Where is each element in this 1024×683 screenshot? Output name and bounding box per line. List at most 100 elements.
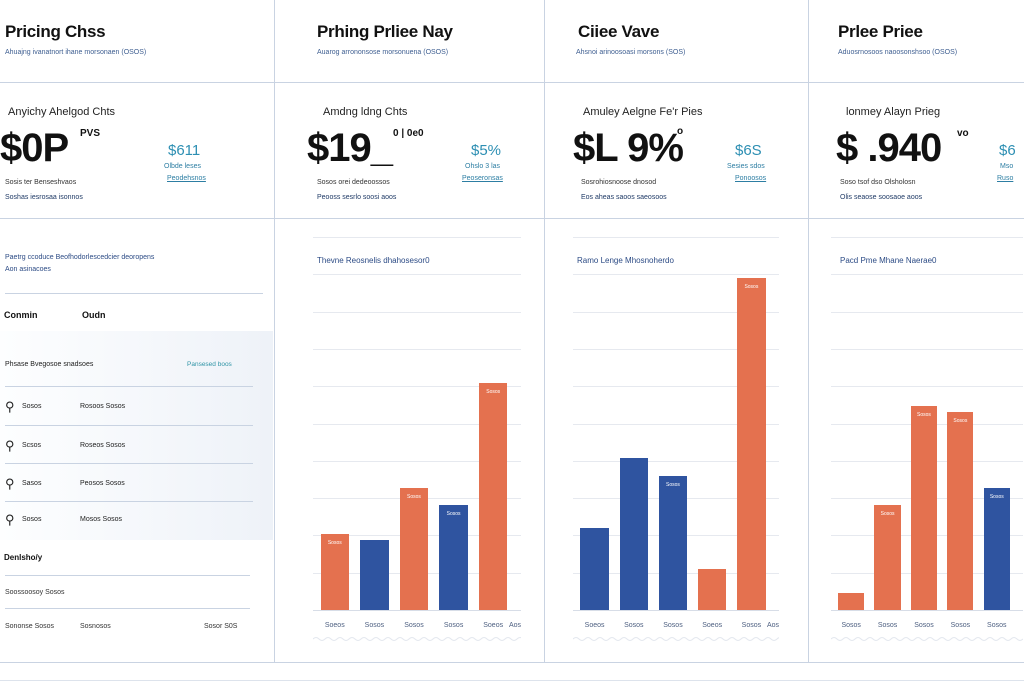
rule [5,386,253,387]
column-title: Prhing Prliee Nay [317,22,453,41]
bottom-divider [0,662,1024,663]
x-tick-label: Sosos [624,622,644,629]
bar[interactable] [874,505,901,610]
x-tick-label: Soeos [483,622,504,629]
baseline [313,610,521,611]
x-tick-label: Sosos [663,622,683,629]
bar-label: Sosos [744,283,759,290]
bar[interactable] [399,487,429,610]
row-value: Roseos Sosos [80,442,126,449]
bar-label: Sosos [880,511,895,518]
rule [5,463,253,464]
bar[interactable] [910,406,938,610]
meta-line: Sosrohiosnoose dnosod [581,179,657,186]
row-divider [0,82,1024,83]
column-title: Prlee Priee [838,22,923,41]
person-icon: ⚲ [5,399,15,414]
price-value: $ .940 [836,126,942,170]
footer-cell: Sononse Sosos [5,623,55,630]
footer-cell: Sosnosos [80,623,111,630]
gridline [831,274,1023,276]
gridline [831,386,1023,388]
x-tick-label: Sosos [877,622,898,629]
meta-line: Olis seaose soosaoe aoos [840,194,923,201]
column-4: Prlee Priee Aduosrnosoos naoosonshsoo (O… [809,0,1024,662]
card-heading: Amuley Aelgne Fe'r Pies [583,106,703,118]
footer-line: Soossoosoy Sosos [5,589,65,596]
meta-line: Sosos orei dedeoossos [317,179,390,186]
column-divider [544,0,545,662]
baseline [573,610,779,611]
bar[interactable] [478,382,508,610]
x-tick-label: Sosos [914,622,934,629]
bar-label: Sosos [917,412,931,419]
gridline [573,386,779,388]
bar[interactable] [619,458,648,610]
gridline [313,237,521,238]
gridline [573,237,779,238]
x-tick-label: Soeos [584,622,605,629]
bar[interactable] [658,475,688,610]
side-link[interactable]: Ruso [997,175,1014,182]
side-price: $6 [999,142,1016,159]
column-subtitle: Ahuajng ivanatnort ihane morsonaen (OSOS… [5,49,147,56]
table-subheader-link[interactable]: Pansesed boos [187,361,232,368]
gridline [313,386,521,388]
bar[interactable] [983,487,1010,610]
x-tick-label: Soeos [324,622,345,629]
x-tick-label: Sosos [404,622,424,629]
row-name: Scsos [22,442,42,449]
gridline [573,274,779,276]
bar-label: Sosos [953,417,968,424]
row-name: Sasos [22,480,42,487]
bar[interactable] [580,528,609,610]
column-subtitle: Auarog arrononsose morsonuena (OSOS) [317,49,449,56]
x-tick-label: Sosos [443,622,464,629]
price-suffix: PVS [80,128,101,139]
card-heading: Anyichy Ahelgod Chts [8,106,116,118]
bar-label: Sosos [486,388,501,395]
column-1: Pricing Chss Ahuajng ivanatnort ihane mo… [0,0,274,662]
side-link[interactable]: Peoseronsas [462,175,503,182]
wave-decoration [573,637,779,641]
bar-label: Sosos [327,540,342,547]
column-divider [274,0,275,662]
meta-line: Soshas iesrosaa isonnos [5,194,83,201]
column-2: Prhing Prliee Nay Auarog arrononsose mor… [275,0,544,662]
rule [5,425,253,426]
panel-note: Aon asinacoes [5,266,51,273]
table-panel [0,331,273,540]
x-tick-label: Sosos [741,622,762,629]
table-header: Oudn [82,310,106,320]
x-tick-label: Sosos [364,622,385,629]
x-tick-label: Sosos [987,622,1007,629]
gridline [313,423,521,425]
bar[interactable] [838,592,865,610]
row-value: Rosoos Sosos [80,403,126,410]
bar[interactable] [320,534,350,610]
gridline [831,348,1023,350]
row-value: Mosos Sosos [80,516,123,523]
x-tick-label: Soeos [702,622,723,629]
side-link[interactable]: Ponoosos [735,175,767,182]
bar[interactable] [360,540,389,610]
rule [5,608,250,609]
bar[interactable] [947,411,974,610]
side-price: $5% [471,142,502,159]
bar[interactable] [737,277,766,610]
table-header: Conmin [4,310,38,320]
x-tick-label: Aos [766,622,780,629]
row-value: Peosos Sosos [80,480,125,487]
bar[interactable] [698,569,727,610]
side-line: Ohslo 3 las [465,163,501,170]
wave-decoration [313,637,521,641]
side-line: Mso [1000,163,1014,170]
bar[interactable] [439,505,468,610]
side-price: $6S [735,142,762,159]
column-subtitle: Ahsnoi arinoosoasi morsons (SOS) [576,49,686,56]
column-subtitle: Aduosrnosoos naoosonshsoo (OSOS) [838,49,958,56]
bar-label: Sosos [989,493,1004,500]
meta-line: Peooss sesrlo soosi aoos [317,194,397,201]
side-link[interactable]: Peodehsnos [167,175,206,182]
price-suffix: vo [957,128,969,139]
